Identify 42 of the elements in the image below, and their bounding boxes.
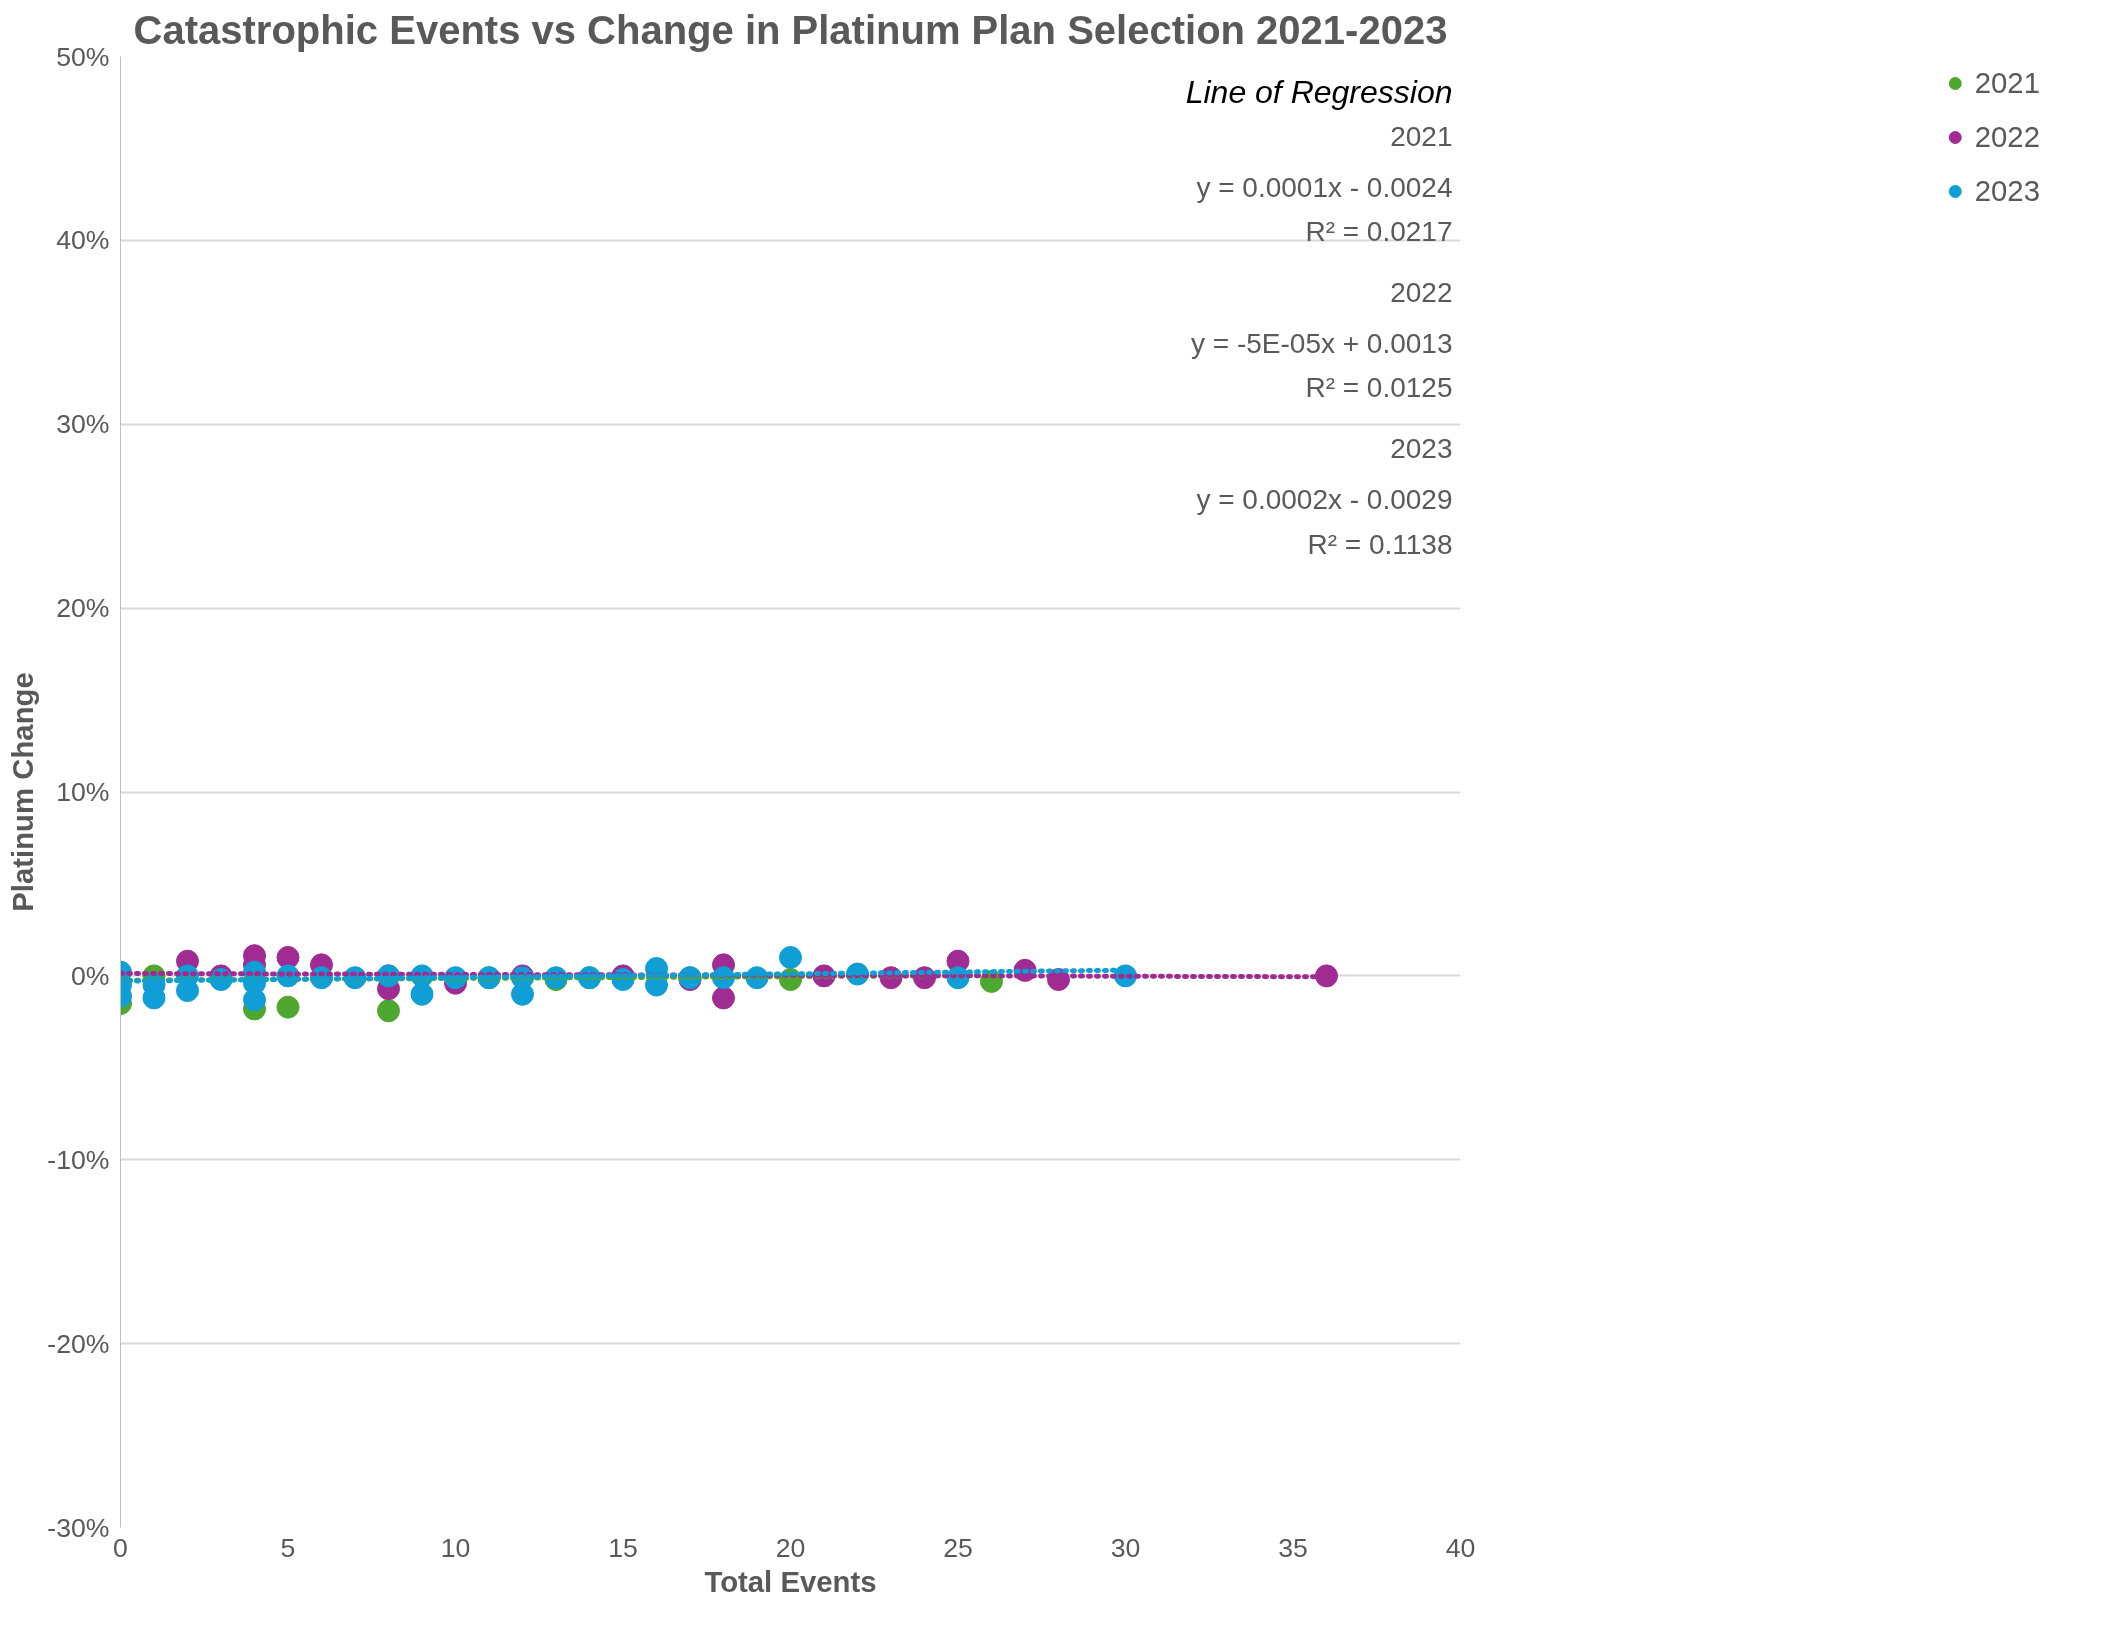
point	[410, 982, 434, 1006]
annotation: R² = 0.0125	[1305, 372, 1453, 404]
annotation: 2021	[1390, 120, 1453, 152]
x-axis-title: Total Events	[704, 1564, 877, 1598]
x-tick-label: 20	[775, 1532, 806, 1563]
annotation: y = 0.0002x - 0.0029	[1196, 484, 1453, 515]
chart-title: Catastrophic Events vs Change in Platinum Plan Selection 2021-2023	[133, 7, 1448, 52]
annotation: R² = 0.1138	[1307, 528, 1453, 560]
point	[779, 946, 802, 969]
x-tick-label: 0	[113, 1532, 128, 1563]
x-tick-label: 5	[280, 1532, 296, 1563]
x-tick-label: 25	[943, 1532, 973, 1563]
y-tick-label: -10%	[47, 1144, 110, 1175]
y-axis-title: Platinum Change	[6, 672, 40, 912]
point	[712, 986, 735, 1010]
x-tick-label: 40	[1445, 1532, 1476, 1563]
annotation: Line of Regression	[1185, 74, 1453, 111]
point	[276, 995, 300, 1019]
y-tick-label: -30%	[47, 1512, 110, 1543]
legend-label: 2023	[1974, 174, 2040, 208]
point	[276, 946, 300, 969]
point	[1315, 964, 1338, 988]
point	[377, 999, 400, 1023]
y-tick-label: -20%	[47, 1328, 110, 1359]
y-tick-label: 30%	[56, 409, 110, 440]
point	[243, 988, 266, 1012]
annotation: 2023	[1390, 433, 1453, 465]
annotation: y = -5E-05x + 0.0013	[1191, 327, 1453, 359]
x-tick-label: 15	[608, 1532, 638, 1563]
annotation: 2022	[1390, 277, 1453, 309]
y-tick-label: 50%	[56, 41, 110, 72]
legend-label: 2022	[1974, 120, 2040, 154]
legend-label: 2021	[1974, 66, 2040, 100]
x-tick-label: 10	[440, 1532, 471, 1563]
y-tick-label: 10%	[56, 777, 110, 807]
x-tick-label: 30	[1110, 1532, 1141, 1563]
annotation: R² = 0.0217	[1305, 216, 1453, 248]
y-tick-label: 20%	[56, 593, 110, 624]
y-tick-label: 40%	[56, 225, 110, 256]
annotation: y = 0.0001x - 0.0024	[1196, 171, 1453, 203]
x-tick-label: 35	[1278, 1532, 1308, 1563]
y-tick-label: 0%	[70, 960, 110, 991]
